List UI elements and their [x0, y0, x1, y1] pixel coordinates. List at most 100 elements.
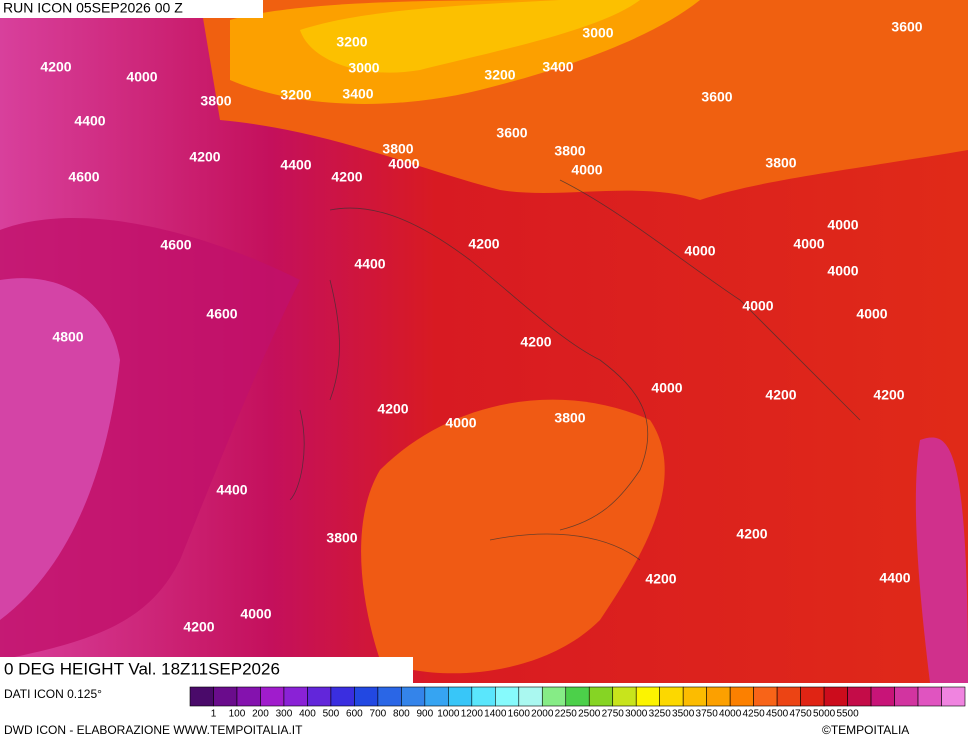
contour-label: 4400	[280, 157, 311, 173]
legend-swatch	[917, 686, 942, 707]
legend-swatch	[377, 686, 402, 707]
legend-label: 300	[276, 709, 293, 720]
contour-label: 3000	[582, 25, 613, 41]
contour-label: 3000	[348, 60, 379, 76]
legend-swatch	[894, 686, 919, 707]
credit: DWD ICON - ELABORAZIONE WWW.TEMPOITALIA.…	[4, 723, 303, 737]
legend-swatch	[448, 686, 473, 707]
contour-label: 4200	[645, 571, 676, 587]
legend-label: 1400	[484, 709, 507, 720]
legend-label: 500	[323, 709, 340, 720]
contour-label: 4000	[856, 306, 887, 322]
legend-swatch	[236, 686, 261, 707]
legend-swatch	[706, 686, 731, 707]
contour-label: 3400	[542, 59, 573, 75]
legend-swatch	[424, 686, 449, 707]
legend-label: 200	[252, 709, 269, 720]
legend-label: 900	[417, 709, 434, 720]
contour-label: 4200	[331, 169, 362, 185]
legend-swatch	[612, 686, 637, 707]
legend-swatch	[823, 686, 848, 707]
legend-label: 2750	[602, 709, 625, 720]
legend-label: 2250	[555, 709, 578, 720]
legend-label: 100	[229, 709, 246, 720]
legend-label: 2000	[531, 709, 554, 720]
contour-label: 4000	[827, 263, 858, 279]
contour-label: 3200	[484, 67, 515, 83]
legend-swatch	[213, 686, 238, 707]
legend-swatch	[847, 686, 872, 707]
field-east	[915, 437, 968, 683]
legend-swatch	[682, 686, 707, 707]
legend-swatch	[401, 686, 426, 707]
contour-label: 4200	[873, 387, 904, 403]
legend-swatch	[495, 686, 520, 707]
contour-label: 3800	[200, 93, 231, 109]
contour-label: 4000	[126, 69, 157, 85]
contour-label: 3600	[496, 125, 527, 141]
legend-label: 800	[393, 709, 410, 720]
contour-label: 4200	[736, 526, 767, 542]
contour-label: 4200	[189, 149, 220, 165]
title-box	[0, 657, 413, 683]
contour-label: 4000	[827, 217, 858, 233]
legend-swatch	[307, 686, 332, 707]
contour-label: 4800	[52, 329, 83, 345]
legend-label: 4250	[743, 709, 766, 720]
legend-label: 1000	[437, 709, 460, 720]
header-box	[0, 0, 263, 18]
contour-label: 4200	[183, 619, 214, 635]
legend-swatch	[729, 686, 754, 707]
legend-swatch	[800, 686, 825, 707]
legend-swatch	[189, 686, 214, 707]
header-title: RUN ICON 05SEP2026 00 Z	[3, 0, 183, 16]
contour-label: 4600	[206, 306, 237, 322]
contour-label: 4000	[240, 606, 271, 622]
legend-label: 5000	[813, 709, 836, 720]
contour-label: 4000	[445, 415, 476, 431]
legend-label: 5500	[836, 709, 859, 720]
legend-swatch	[541, 686, 567, 707]
legend-swatch	[283, 686, 308, 707]
contour-label: 4400	[74, 113, 105, 129]
legend-label: 600	[346, 709, 363, 720]
contour-label: 4400	[879, 570, 910, 586]
legend-swatch	[518, 686, 543, 707]
field-lowest	[300, 0, 640, 73]
field-highest	[0, 278, 120, 620]
legend-swatch	[471, 686, 496, 707]
legend-label: 2500	[578, 709, 601, 720]
contour-label: 4000	[651, 380, 682, 396]
contour-label: 4400	[216, 482, 247, 498]
contour-label: 3800	[554, 143, 585, 159]
contour-label: 4000	[388, 156, 419, 172]
contour-label: 4000	[684, 243, 715, 259]
legend-swatch	[753, 686, 778, 707]
contour-label: 3800	[382, 141, 413, 157]
contour-label: 4000	[571, 162, 602, 178]
legend-label: 3250	[649, 709, 672, 720]
legend-label: 3000	[625, 709, 648, 720]
contour-label: 3400	[342, 86, 373, 102]
legend-label: 1	[211, 709, 217, 720]
contour-label: 3800	[765, 155, 796, 171]
legend-label: 4750	[789, 709, 812, 720]
legend-swatch	[941, 686, 966, 707]
contour-label: 3200	[280, 87, 311, 103]
contour-label: 4200	[468, 236, 499, 252]
legend-swatch	[635, 686, 660, 707]
legend-swatch	[588, 686, 614, 707]
contour-label: 4000	[742, 298, 773, 314]
contour-label: 3600	[891, 19, 922, 35]
contour-label: 4000	[793, 236, 824, 252]
legend-swatch	[870, 686, 895, 707]
legend-swatch	[776, 686, 801, 707]
footer-title: 0 DEG HEIGHT Val. 18Z11SEP2026	[4, 659, 280, 678]
legend-label: 4500	[766, 709, 789, 720]
legend-swatch	[565, 686, 590, 707]
data-source: DATI ICON 0.125°	[4, 687, 102, 701]
contour-label: 4200	[40, 59, 71, 75]
legend-label: 400	[299, 709, 316, 720]
coastlines	[289, 179, 861, 561]
